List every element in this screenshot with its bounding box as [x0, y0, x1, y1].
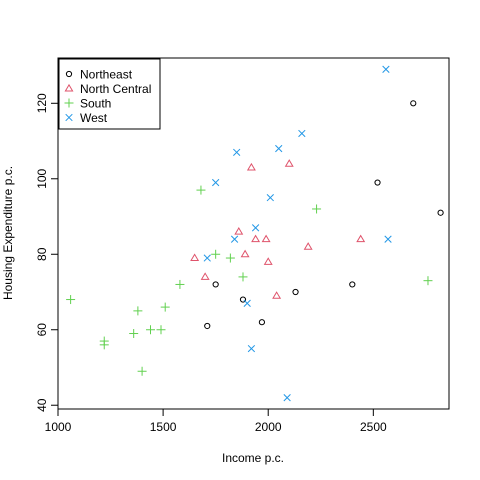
legend-entry-label: West [80, 111, 108, 125]
data-point [238, 272, 248, 282]
legend-entry-label: North Central [80, 82, 151, 96]
y-tick-label: 120 [35, 93, 49, 113]
data-point [410, 100, 417, 107]
data-point [261, 234, 271, 243]
data-point [156, 325, 166, 335]
data-point [137, 366, 147, 376]
legend-marker [64, 83, 74, 92]
data-point [212, 281, 219, 288]
data-point [384, 235, 392, 243]
data-point [298, 129, 306, 138]
data-point [234, 227, 244, 235]
data-point [247, 344, 256, 353]
data-point [382, 65, 390, 73]
data-point [145, 325, 155, 335]
data-point [175, 279, 185, 289]
data-point [283, 394, 291, 402]
data-point [374, 179, 381, 186]
legend-marker [65, 70, 73, 78]
y-tick-label: 60 [35, 323, 49, 337]
data-point [437, 209, 444, 216]
x-tick-label: 2000 [255, 420, 282, 434]
data-point [263, 257, 273, 265]
legend-entry-label: Northeast [80, 68, 133, 82]
data-point [230, 235, 239, 243]
data-point [349, 281, 356, 288]
data-point [243, 299, 251, 307]
y-axis-label: Housing Expenditure p.c. [1, 166, 15, 300]
data-point [266, 193, 274, 202]
data-point [196, 185, 206, 195]
data-point [312, 204, 322, 214]
data-point [303, 242, 313, 250]
y-tick-label: 80 [35, 247, 49, 261]
data-point [246, 162, 256, 171]
data-point [239, 296, 247, 303]
x-tick-label: 1500 [150, 420, 177, 434]
data-point [99, 340, 109, 350]
data-point [258, 319, 266, 326]
legend-marker [64, 98, 74, 108]
x-tick-label: 1000 [45, 420, 72, 434]
y-tick-label: 100 [35, 168, 49, 188]
x-tick-label: 2500 [360, 420, 387, 434]
y-axis: 40 60 80 100 120 [35, 93, 59, 412]
data-point [233, 148, 241, 157]
data-point [203, 254, 211, 262]
data-point [212, 178, 220, 187]
data-point [129, 329, 139, 339]
data-point [240, 249, 250, 258]
y-tick-label: 40 [35, 398, 49, 412]
legend-box [58, 58, 161, 130]
data-points [66, 65, 444, 402]
data-point [160, 302, 170, 312]
data-point [275, 144, 283, 153]
legend-entry-label: South [80, 97, 111, 111]
data-point [284, 159, 294, 167]
data-point [423, 276, 433, 286]
x-axis-label: Income p.c. [222, 451, 284, 465]
data-point [204, 322, 211, 330]
data-point [211, 249, 221, 259]
data-point [200, 272, 210, 280]
data-point [292, 288, 299, 296]
data-point [251, 224, 260, 232]
data-point [251, 234, 261, 243]
data-point [272, 291, 282, 299]
legend-marker [65, 113, 73, 122]
data-point [225, 253, 235, 263]
data-point [66, 295, 76, 305]
data-point [133, 306, 143, 316]
x-axis: 1000 1500 2000 2500 [45, 408, 387, 434]
data-point [190, 253, 200, 262]
data-point [356, 234, 366, 243]
